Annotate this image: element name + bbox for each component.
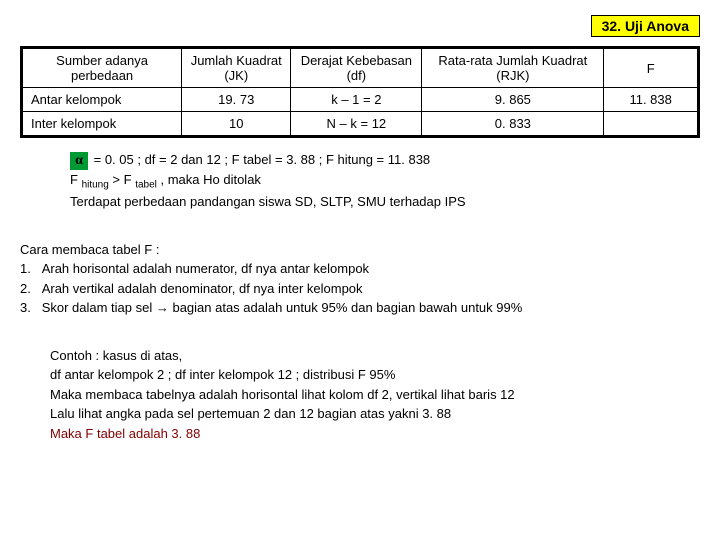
alpha-icon: α (70, 152, 88, 170)
after-table-block: α = 0. 05 ; df = 2 dan 12 ; F tabel = 3.… (70, 150, 700, 212)
table-cell (604, 112, 699, 137)
title-badge: 32. Uji Anova (591, 15, 700, 37)
fhitung-line: F hitung > F tabel , maka Ho ditolak (70, 170, 700, 193)
col-header: Sumber adanya perbedaan (22, 48, 182, 88)
col-header: Rata-rata Jumlah Kuadrat (RJK) (422, 48, 604, 88)
anova-table: Sumber adanya perbedaan Jumlah Kuadrat (… (20, 46, 700, 138)
example-line: Lalu lihat angka pada sel pertemuan 2 da… (50, 404, 700, 424)
example-line: Contoh : kasus di atas, (50, 346, 700, 366)
text: F (70, 172, 82, 187)
alpha-text: = 0. 05 ; df = 2 dan 12 ; F tabel = 3. 8… (90, 152, 430, 167)
table-cell: 0. 833 (422, 112, 604, 137)
table-cell: 11. 838 (604, 88, 699, 112)
text: Arah vertikal adalah denominator, df nya… (42, 281, 363, 296)
example-line: Maka membaca tabelnya adalah horisontal … (50, 385, 700, 405)
table-header-row: Sumber adanya perbedaan Jumlah Kuadrat (… (22, 48, 699, 88)
col-header: Jumlah Kuadrat (JK) (182, 48, 291, 88)
alpha-line: α = 0. 05 ; df = 2 dan 12 ; F tabel = 3.… (70, 150, 700, 170)
section2-item: 3. Skor dalam tiap sel → bagian atas ada… (20, 298, 700, 318)
table-cell: Inter kelompok (22, 112, 182, 137)
table-cell: Antar kelompok (22, 88, 182, 112)
table-cell: 10 (182, 112, 291, 137)
text: , maka Ho ditolak (157, 172, 261, 187)
table-cell: N – k = 12 (291, 112, 422, 137)
col-header: Derajat Kebebasan (df) (291, 48, 422, 88)
section2-item: 2. Arah vertikal adalah denominator, df … (20, 279, 700, 299)
example-result: Maka F tabel adalah 3. 88 (50, 424, 700, 444)
example-line: df antar kelompok 2 ; df inter kelompok … (50, 365, 700, 385)
read-table-section: Cara membaca tabel F : 1. Arah horisonta… (20, 240, 700, 318)
table-row: Antar kelompok 19. 73 k – 1 = 2 9. 865 1… (22, 88, 699, 112)
section2-title: Cara membaca tabel F : (20, 240, 700, 260)
text: Skor dalam tiap sel → bagian atas adalah… (42, 300, 523, 315)
example-section: Contoh : kasus di atas, df antar kelompo… (50, 346, 700, 444)
text: > F (109, 172, 135, 187)
table-cell: 9. 865 (422, 88, 604, 112)
conclusion-line: Terdapat perbedaan pandangan siswa SD, S… (70, 192, 700, 212)
subscript: tabel (135, 179, 157, 190)
text: Arah horisontal adalah numerator, df nya… (42, 261, 369, 276)
subscript: hitung (82, 179, 109, 190)
section2-item: 1. Arah horisontal adalah numerator, df … (20, 259, 700, 279)
table-row: Inter kelompok 10 N – k = 12 0. 833 (22, 112, 699, 137)
col-header: F (604, 48, 699, 88)
table-cell: 19. 73 (182, 88, 291, 112)
table-cell: k – 1 = 2 (291, 88, 422, 112)
